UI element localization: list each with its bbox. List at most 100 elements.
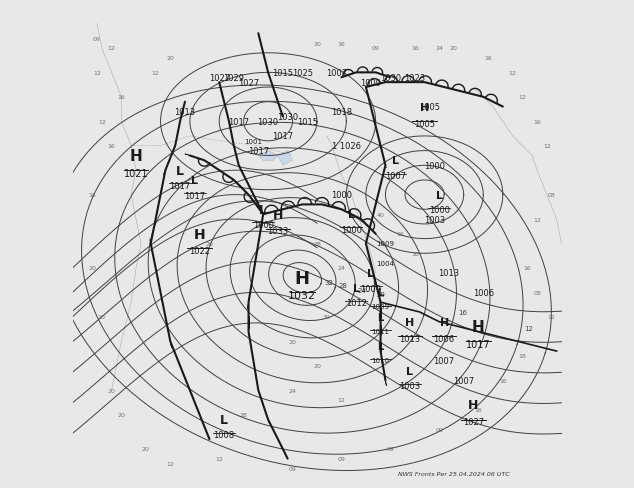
Text: 1030: 1030 <box>380 74 401 82</box>
Text: 12: 12 <box>108 46 115 51</box>
Text: 20: 20 <box>313 364 321 368</box>
Polygon shape <box>278 151 292 166</box>
Text: 30: 30 <box>323 315 331 320</box>
Text: L: L <box>377 312 384 322</box>
Text: L: L <box>367 268 374 278</box>
Text: 1005: 1005 <box>414 120 435 128</box>
Polygon shape <box>150 240 152 252</box>
Text: 1006: 1006 <box>473 288 494 297</box>
Text: 1027: 1027 <box>463 417 484 426</box>
Text: 1013: 1013 <box>439 269 460 278</box>
Text: 1011: 1011 <box>372 328 389 334</box>
Text: 1010: 1010 <box>372 357 389 363</box>
Polygon shape <box>266 412 269 424</box>
Polygon shape <box>380 142 382 152</box>
Text: 1000: 1000 <box>340 225 362 234</box>
Text: L: L <box>259 203 267 216</box>
Text: L: L <box>377 288 384 298</box>
Text: 1013: 1013 <box>399 334 420 343</box>
Polygon shape <box>154 259 156 271</box>
Text: H: H <box>295 269 310 287</box>
Text: H: H <box>469 399 479 411</box>
Polygon shape <box>158 278 160 290</box>
Text: 1009: 1009 <box>377 241 394 247</box>
Text: 1000: 1000 <box>253 221 274 229</box>
Text: 24: 24 <box>358 287 366 293</box>
Polygon shape <box>377 192 379 202</box>
Polygon shape <box>162 297 164 309</box>
Text: 1000: 1000 <box>331 191 352 200</box>
Text: 16: 16 <box>484 56 492 61</box>
Text: H: H <box>405 317 415 327</box>
Text: 20: 20 <box>117 412 126 417</box>
Polygon shape <box>367 92 370 102</box>
Text: 09: 09 <box>436 427 443 432</box>
Text: 28: 28 <box>313 242 321 246</box>
Text: L: L <box>377 342 384 351</box>
Text: 16: 16 <box>499 378 507 383</box>
Text: 1000: 1000 <box>429 206 450 215</box>
Text: L: L <box>392 156 399 166</box>
Text: 1022: 1022 <box>189 246 210 255</box>
Text: 1033: 1033 <box>268 227 288 236</box>
Polygon shape <box>371 109 373 119</box>
Polygon shape <box>247 297 250 309</box>
Polygon shape <box>175 354 180 366</box>
Text: 1025: 1025 <box>292 69 313 78</box>
Text: 1007: 1007 <box>434 357 455 366</box>
Text: 1003: 1003 <box>424 215 445 224</box>
Text: L: L <box>220 413 228 426</box>
Text: L: L <box>347 210 355 220</box>
Text: 1029: 1029 <box>223 74 244 82</box>
Text: 20: 20 <box>166 56 174 61</box>
Text: 12: 12 <box>508 71 517 76</box>
Text: 1017: 1017 <box>184 191 205 200</box>
Text: 28: 28 <box>240 412 248 417</box>
Text: 20: 20 <box>108 388 115 393</box>
Text: 24: 24 <box>288 388 297 393</box>
Polygon shape <box>365 242 368 251</box>
Text: 20: 20 <box>205 242 214 246</box>
Text: 1030: 1030 <box>277 113 298 122</box>
Text: 1007: 1007 <box>385 172 406 181</box>
Text: 12: 12 <box>166 461 174 466</box>
Text: 12: 12 <box>93 71 101 76</box>
Text: L: L <box>406 366 413 376</box>
Text: 16: 16 <box>396 232 404 237</box>
Polygon shape <box>250 278 253 290</box>
Text: 1030: 1030 <box>257 118 279 126</box>
Polygon shape <box>241 170 246 180</box>
Text: 1017: 1017 <box>466 339 491 349</box>
Text: 09: 09 <box>337 456 346 461</box>
Polygon shape <box>259 393 263 405</box>
Text: 1032: 1032 <box>288 290 316 300</box>
Text: 40: 40 <box>377 212 384 217</box>
Text: 1005: 1005 <box>419 103 440 112</box>
Polygon shape <box>382 359 384 369</box>
Text: L: L <box>353 283 359 293</box>
Text: 12: 12 <box>337 398 346 403</box>
Text: 1012: 1012 <box>346 299 366 307</box>
Polygon shape <box>169 336 172 348</box>
Polygon shape <box>372 208 375 218</box>
Text: 1007: 1007 <box>453 376 474 385</box>
Polygon shape <box>229 121 231 131</box>
Text: 12: 12 <box>548 315 555 320</box>
Text: H: H <box>194 227 205 241</box>
Polygon shape <box>212 166 219 171</box>
Text: 24: 24 <box>337 266 346 271</box>
Text: 08: 08 <box>548 193 555 198</box>
Text: 1013: 1013 <box>174 108 195 117</box>
Text: L: L <box>176 164 184 177</box>
Text: 20: 20 <box>142 447 150 451</box>
Polygon shape <box>271 81 273 89</box>
Polygon shape <box>197 408 202 420</box>
Polygon shape <box>164 163 168 175</box>
Polygon shape <box>263 52 265 61</box>
Text: 16: 16 <box>411 251 418 256</box>
Text: 12: 12 <box>152 71 160 76</box>
Text: L: L <box>436 190 443 200</box>
Polygon shape <box>181 107 184 120</box>
Text: 1017: 1017 <box>248 147 269 156</box>
Polygon shape <box>183 372 187 384</box>
